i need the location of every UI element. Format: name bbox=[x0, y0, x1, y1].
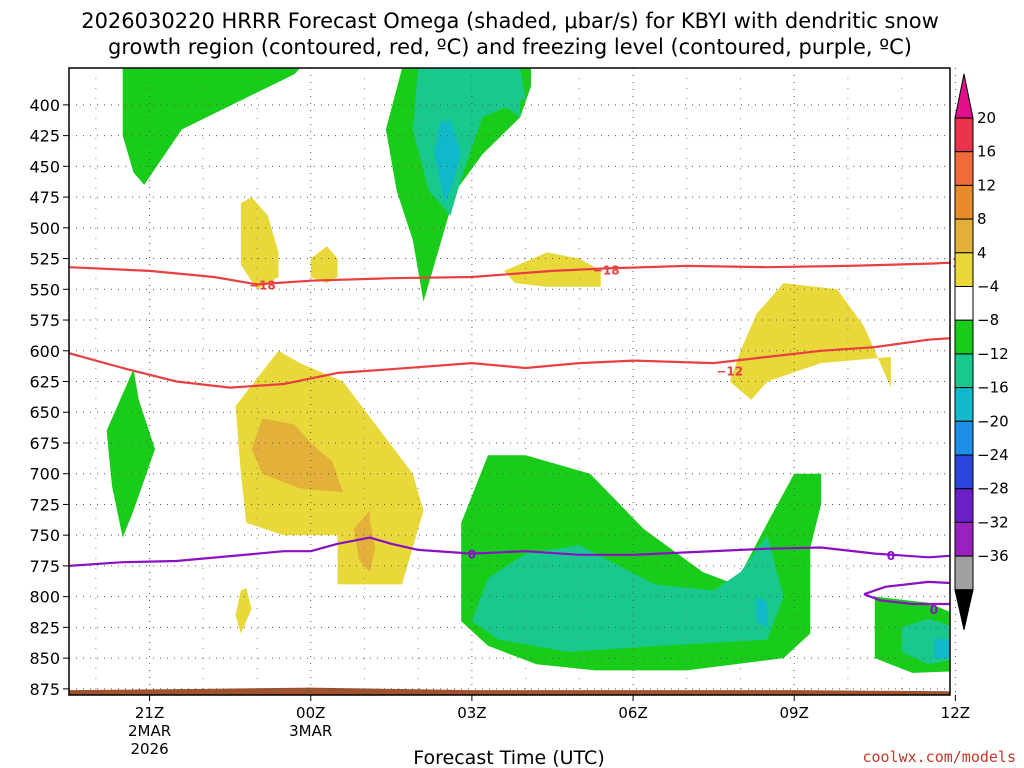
omega-region-16-level-m8 bbox=[471, 535, 784, 652]
colorbar-level-label: −8 bbox=[977, 311, 999, 329]
y-tick-label: 550 bbox=[29, 280, 60, 299]
colorbar-level-label: 4 bbox=[977, 244, 987, 262]
chart-title-line2: growth region (contoured, red, ºC) and f… bbox=[108, 35, 912, 59]
omega-region-9-level-4 bbox=[729, 283, 891, 400]
y-axis-ticks: 400 425 450 475 500 525 550 575 600 625 650 675 700 7… bbox=[29, 96, 69, 699]
colorbar-level-label: 8 bbox=[977, 210, 987, 228]
x-tick-label: 06Z bbox=[618, 704, 647, 722]
omega-region-14-level-m4 bbox=[106, 369, 155, 538]
omega-region-1-level-m4 bbox=[122, 68, 300, 185]
omega-region-5-level-m12 bbox=[434, 119, 462, 204]
y-tick-label: 675 bbox=[29, 434, 60, 453]
x-tick-date: 2MAR bbox=[128, 722, 171, 740]
credit-text: coolwx.com/models bbox=[862, 748, 1016, 766]
y-tick-label: 600 bbox=[29, 342, 60, 361]
colorbar-bottom-arrow bbox=[954, 589, 974, 630]
colorbar-box-2 bbox=[954, 151, 974, 186]
y-tick-label: 425 bbox=[29, 127, 60, 146]
contour-line-m12 bbox=[69, 337, 950, 389]
contour-label: 0 bbox=[468, 548, 476, 562]
y-tick-label: 400 bbox=[29, 96, 60, 115]
colorbar-level-label: −20 bbox=[977, 412, 1009, 430]
colorbar-level-label: −36 bbox=[977, 547, 1009, 565]
omega-region-12-level-8 bbox=[353, 510, 376, 573]
colorbar-box-6 bbox=[954, 286, 974, 321]
contour-line-0 bbox=[69, 536, 950, 567]
y-tick-label: 725 bbox=[29, 495, 60, 514]
colorbar-level-label: −32 bbox=[977, 513, 1009, 531]
colorbar-level-label: 12 bbox=[977, 176, 996, 194]
x-tick-label: 00Z bbox=[296, 704, 325, 722]
x-tick-label: 03Z bbox=[457, 704, 486, 722]
temperature-contours bbox=[69, 261, 950, 606]
omega-region-8-level-4 bbox=[504, 252, 601, 287]
colorbar-level-label: −12 bbox=[977, 345, 1009, 363]
omega-region-20-level-m12 bbox=[933, 638, 950, 659]
y-tick-label: 800 bbox=[29, 588, 60, 607]
contour-label: −18 bbox=[593, 264, 620, 278]
y-tick-label: 575 bbox=[29, 311, 60, 330]
colorbar-box-10 bbox=[954, 420, 974, 456]
y-tick-label: 450 bbox=[29, 157, 60, 176]
contour-label: −12 bbox=[716, 364, 743, 378]
colorbar-box-5 bbox=[954, 252, 974, 288]
omega-shaded-regions bbox=[106, 68, 950, 673]
x-tick-label: 12Z bbox=[941, 704, 970, 722]
y-tick-label: 650 bbox=[29, 403, 60, 422]
terrain-layer bbox=[69, 687, 950, 695]
omega-region-17-level-m12 bbox=[756, 596, 768, 628]
colorbar-top-arrow bbox=[954, 73, 974, 119]
omega-region-6-level-m8 bbox=[488, 74, 521, 118]
y-tick-label: 525 bbox=[29, 250, 60, 269]
y-tick-label: 750 bbox=[29, 526, 60, 545]
colorbar-box-14 bbox=[954, 555, 974, 591]
colorbar-level-label: −16 bbox=[977, 379, 1009, 397]
colorbar-box-12 bbox=[954, 488, 974, 523]
omega-region-7-level-4 bbox=[310, 246, 338, 284]
colorbar-level-label: 20 bbox=[977, 109, 996, 127]
contour-line-0mloop bbox=[863, 580, 950, 606]
y-tick-label: 775 bbox=[29, 557, 60, 576]
colorbar-box-4 bbox=[954, 218, 974, 254]
contour-label: −18 bbox=[249, 278, 276, 292]
y-tick-label: 850 bbox=[29, 649, 60, 668]
x-tick-label: 09Z bbox=[780, 704, 809, 722]
colorbar-level-label: −28 bbox=[977, 480, 1009, 498]
colorbar: 20 16 12 8 4 −4 −8 −12 −16 −20 −24 −28 −32 −36 bbox=[954, 73, 1009, 630]
colorbar-level-label: −24 bbox=[977, 446, 1009, 464]
y-tick-label: 500 bbox=[29, 219, 60, 238]
colorbar-box-9 bbox=[954, 387, 974, 422]
chart-title-line1: 2026030220 HRRR Forecast Omega (shaded, … bbox=[81, 9, 939, 33]
omega-region-2-level-4 bbox=[240, 197, 279, 290]
x-axis-label: Forecast Time (UTC) bbox=[413, 747, 604, 768]
contour-label: 0 bbox=[887, 549, 895, 563]
colorbar-level-label: 16 bbox=[977, 143, 996, 161]
x-tick-label: 21Z bbox=[135, 704, 164, 722]
colorbar-box-8 bbox=[954, 353, 974, 389]
contour-label: 0 bbox=[930, 603, 938, 617]
y-tick-label: 825 bbox=[29, 618, 60, 637]
colorbar-box-11 bbox=[954, 454, 974, 490]
omega-region-13-level-4 bbox=[235, 588, 252, 634]
y-tick-label: 625 bbox=[29, 373, 60, 392]
colorbar-box-13 bbox=[954, 521, 974, 557]
y-tick-label: 875 bbox=[29, 680, 60, 699]
omega-region-11-level-8 bbox=[251, 418, 343, 493]
colorbar-box-3 bbox=[954, 184, 974, 220]
x-tick-date: 3MAR bbox=[289, 722, 332, 740]
y-tick-label: 700 bbox=[29, 465, 60, 484]
colorbar-level-label: −4 bbox=[977, 278, 999, 296]
terrain-fill bbox=[69, 687, 950, 695]
colorbar-box-1 bbox=[954, 117, 974, 153]
colorbar-box-7 bbox=[954, 319, 974, 355]
x-tick-year: 2026 bbox=[130, 740, 168, 758]
y-tick-label: 475 bbox=[29, 188, 60, 207]
contour-line-m18 bbox=[69, 261, 950, 286]
